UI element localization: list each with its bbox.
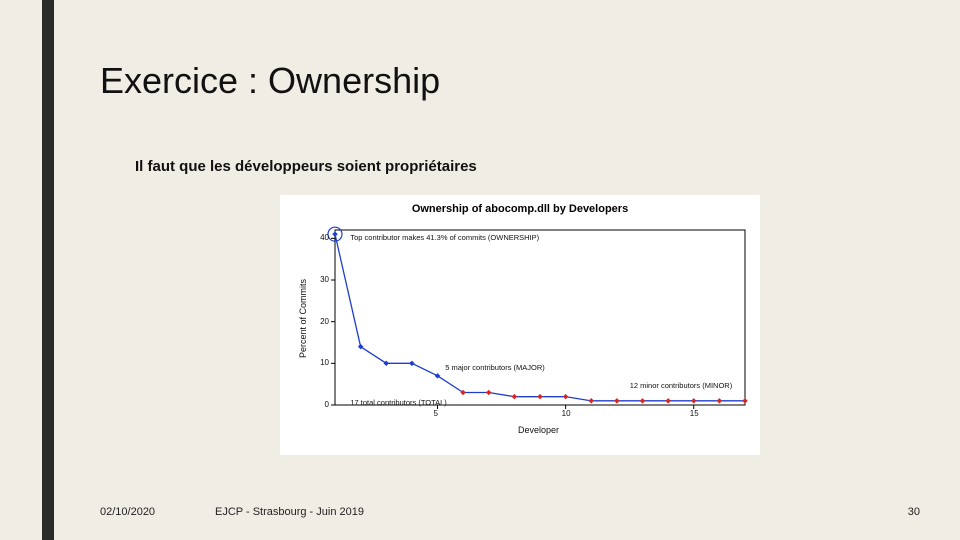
chart-annotation: Top contributor makes 41.3% of commits (… bbox=[350, 233, 539, 242]
slide-left-bar bbox=[42, 0, 54, 540]
chart-annotation: 17 total contributors (TOTAL) bbox=[350, 398, 446, 407]
ytick-label: 20 bbox=[320, 317, 329, 326]
y-axis-label: Percent of Commits bbox=[298, 278, 308, 357]
ytick-label: 0 bbox=[325, 400, 329, 409]
chart-annotation: 12 minor contributors (MINOR) bbox=[630, 381, 733, 390]
slide-title: Exercice : Ownership bbox=[100, 60, 440, 102]
footer-center: EJCP - Strasbourg - Juin 2019 bbox=[215, 506, 364, 518]
xtick-label: 5 bbox=[434, 409, 438, 418]
xtick-label: 15 bbox=[690, 409, 699, 418]
footer-page-number: 30 bbox=[908, 506, 920, 518]
ownership-chart: Ownership of abocomp.dll by Developers 0… bbox=[280, 195, 760, 455]
footer-date: 02/10/2020 bbox=[100, 506, 155, 518]
ytick-label: 30 bbox=[320, 275, 329, 284]
ytick-label: 40 bbox=[320, 233, 329, 242]
xtick-label: 10 bbox=[562, 409, 571, 418]
slide-subtitle: Il faut que les développeurs soient prop… bbox=[135, 158, 477, 175]
ytick-label: 10 bbox=[320, 358, 329, 367]
x-axis-label: Developer bbox=[518, 425, 559, 435]
chart-annotation: 5 major contributors (MAJOR) bbox=[445, 363, 545, 372]
